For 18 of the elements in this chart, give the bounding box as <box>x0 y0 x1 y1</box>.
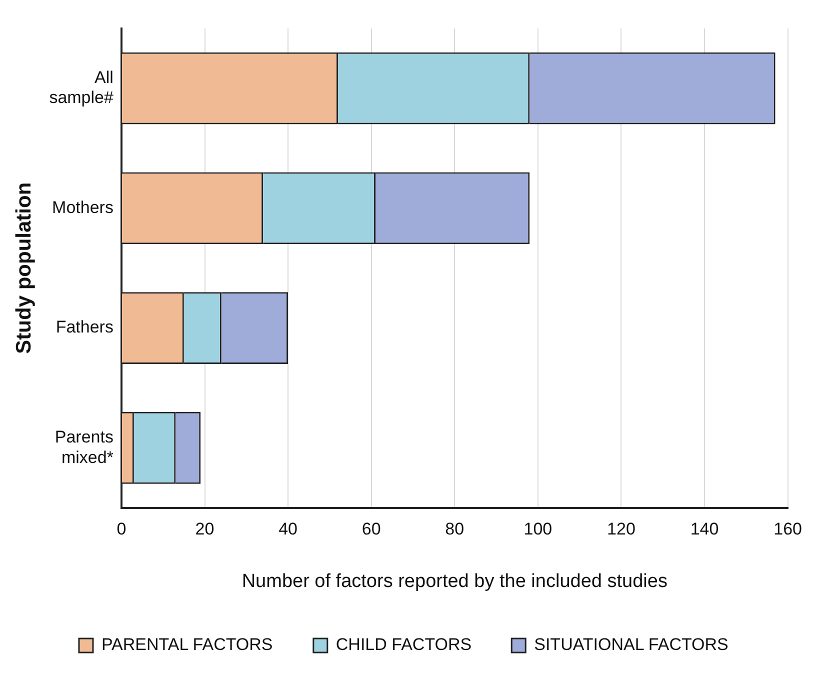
x-tick-label: 120 <box>607 520 636 539</box>
y-tick-label: Fathers <box>56 318 114 337</box>
y-tick-label: Mothers <box>52 198 114 217</box>
x-tick-label: 100 <box>524 520 552 539</box>
x-tick-label: 40 <box>278 520 298 539</box>
x-tick-label: 80 <box>445 520 464 539</box>
legend-label: SITUATIONAL FACTORS <box>534 635 728 654</box>
y-axis-title: Study population <box>12 182 36 354</box>
y-tick-label: All sample# <box>49 68 114 108</box>
x-tick-label: 0 <box>116 520 126 539</box>
y-tick-label: Parents mixed* <box>54 427 114 467</box>
x-tick-label: 160 <box>774 520 802 539</box>
x-axis-title: Number of factors reported by the included studies <box>242 570 668 592</box>
x-tick-label: 60 <box>362 520 381 539</box>
legend-label: PARENTAL FACTORS <box>101 635 273 654</box>
legend-label: CHILD FACTORS <box>336 635 472 654</box>
x-tick-label: 140 <box>690 520 719 539</box>
x-tick-label: 20 <box>195 520 214 539</box>
